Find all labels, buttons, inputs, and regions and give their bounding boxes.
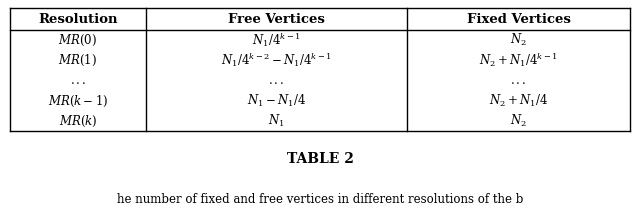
- Text: he number of fixed and free vertices in different resolutions of the b: he number of fixed and free vertices in …: [117, 193, 523, 206]
- Text: $MR(k-1)$: $MR(k-1)$: [48, 93, 108, 109]
- Text: $N_1$: $N_1$: [268, 113, 285, 129]
- Text: TABLE 2: TABLE 2: [287, 152, 353, 166]
- Text: $N_2$: $N_2$: [510, 32, 527, 48]
- Text: $N_2 + N_1/4^{k-1}$: $N_2 + N_1/4^{k-1}$: [479, 52, 558, 70]
- Text: $...$: $...$: [70, 74, 86, 87]
- Text: $MR(1)$: $MR(1)$: [58, 53, 97, 68]
- Text: $N_2$: $N_2$: [510, 113, 527, 129]
- Text: $N_1 - N_1/4$: $N_1 - N_1/4$: [247, 93, 306, 109]
- Text: $N_1/4^{k-1}$: $N_1/4^{k-1}$: [252, 31, 301, 49]
- Text: $MR(k)$: $MR(k)$: [59, 114, 97, 129]
- Text: $...$: $...$: [268, 74, 285, 87]
- Text: Free Vertices: Free Vertices: [228, 13, 325, 26]
- Text: Fixed Vertices: Fixed Vertices: [467, 13, 571, 26]
- Text: $N_1/4^{k-2} - N_1/4^{k-1}$: $N_1/4^{k-2} - N_1/4^{k-1}$: [221, 52, 332, 70]
- Text: Resolution: Resolution: [38, 13, 118, 26]
- Text: $...$: $...$: [510, 74, 527, 87]
- Text: $MR(0)$: $MR(0)$: [58, 33, 97, 48]
- Text: $N_2 + N_1/4$: $N_2 + N_1/4$: [489, 93, 548, 109]
